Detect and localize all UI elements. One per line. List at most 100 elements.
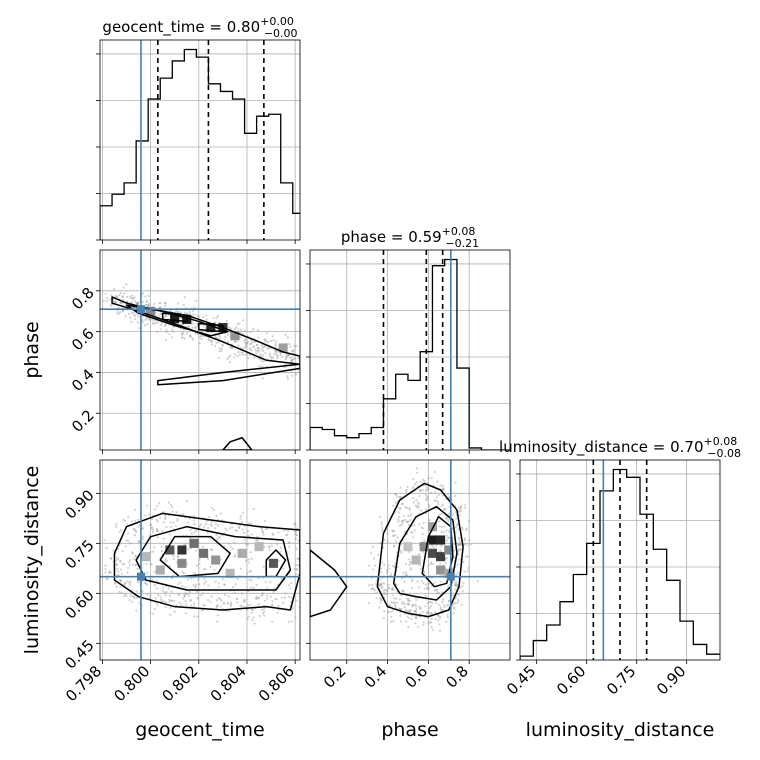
- sample-point: [301, 351, 303, 353]
- sample-point: [233, 340, 236, 343]
- sample-point: [392, 504, 395, 507]
- sample-point: [411, 578, 414, 581]
- density-cell: [427, 522, 437, 532]
- sample-point: [249, 551, 252, 554]
- sample-point: [445, 534, 448, 537]
- sample-point: [144, 318, 147, 321]
- sample-point: [250, 611, 254, 614]
- sample-point: [422, 581, 425, 584]
- sample-point: [191, 338, 195, 341]
- sample-point: [234, 583, 237, 586]
- sample-point: [409, 518, 412, 521]
- sample-point: [380, 598, 383, 601]
- sample-point: [296, 527, 299, 530]
- density-cell: [189, 538, 199, 548]
- sample-point: [260, 348, 263, 351]
- sample-point: [370, 588, 373, 591]
- sample-point: [172, 557, 176, 561]
- sample-point: [124, 545, 127, 548]
- sample-point: [125, 283, 128, 286]
- sample-point: [412, 536, 415, 539]
- x-tick-label: 0.45: [503, 662, 539, 698]
- sample-point: [257, 346, 260, 350]
- sample-point: [175, 561, 178, 564]
- sample-point: [248, 522, 251, 525]
- sample-point: [414, 605, 418, 608]
- sample-point: [424, 583, 427, 586]
- sample-point: [434, 508, 437, 511]
- sample-point: [230, 346, 233, 349]
- sample-point: [201, 545, 205, 548]
- sample-point: [125, 539, 128, 542]
- sample-point: [220, 512, 223, 515]
- sample-point: [144, 582, 148, 585]
- sample-point: [244, 542, 247, 545]
- sample-point: [442, 487, 445, 491]
- sample-point: [145, 583, 149, 586]
- sample-point: [438, 520, 441, 523]
- sample-point: [280, 577, 283, 580]
- sample-point: [230, 603, 233, 606]
- sample-point: [287, 354, 290, 357]
- sample-point: [225, 319, 228, 323]
- y-tick-label: 0.60: [61, 586, 97, 622]
- sample-point: [262, 612, 265, 615]
- sample-point: [288, 342, 291, 346]
- sample-point: [243, 599, 246, 603]
- sample-point: [131, 595, 134, 598]
- sample-point: [294, 373, 298, 376]
- sample-point: [393, 492, 397, 496]
- sample-point: [271, 620, 274, 623]
- sample-point: [262, 360, 265, 363]
- sample-point: [196, 322, 199, 326]
- sample-point: [389, 620, 392, 623]
- sample-point: [421, 488, 424, 492]
- title-minus: −0.00: [264, 27, 298, 40]
- sample-point: [112, 300, 115, 303]
- sample-point: [435, 496, 438, 499]
- sample-point: [112, 298, 115, 301]
- sample-point: [169, 521, 172, 524]
- sample-point: [177, 583, 180, 586]
- title-equals: =: [648, 438, 670, 456]
- sample-point: [434, 588, 438, 591]
- sample-point: [196, 597, 199, 600]
- sample-point: [193, 602, 196, 606]
- sample-point: [250, 341, 254, 344]
- sample-point: [286, 336, 289, 339]
- sample-point: [427, 503, 430, 506]
- sample-point: [109, 571, 112, 574]
- sample-point: [392, 534, 395, 538]
- sample-point: [184, 592, 187, 595]
- sample-point: [183, 337, 186, 340]
- sample-point: [380, 586, 384, 589]
- sample-point: [235, 529, 238, 532]
- sample-point: [428, 621, 432, 624]
- sample-point: [138, 327, 141, 330]
- sample-point: [409, 568, 412, 572]
- contour-3: [265, 549, 287, 578]
- sample-point: [417, 502, 420, 505]
- sample-point: [457, 548, 460, 551]
- sample-point: [206, 531, 209, 534]
- sample-point: [394, 534, 397, 537]
- sample-point: [434, 499, 438, 502]
- sample-point: [442, 484, 445, 488]
- sample-point: [148, 302, 151, 306]
- sample-point: [114, 300, 118, 303]
- sample-point: [121, 310, 124, 313]
- sample-point: [412, 478, 415, 481]
- sample-point: [399, 614, 402, 617]
- sample-point: [237, 328, 240, 331]
- sample-point: [159, 516, 162, 519]
- sample-point: [406, 573, 409, 576]
- sample-point: [437, 614, 440, 617]
- sample-point: [407, 625, 410, 629]
- sample-point: [229, 604, 233, 607]
- sample-point: [193, 572, 196, 575]
- panel-phase-phase: [306, 249, 511, 454]
- sample-point: [457, 553, 460, 556]
- sample-point: [261, 592, 264, 595]
- sample-point: [445, 517, 449, 521]
- sample-point: [397, 520, 400, 523]
